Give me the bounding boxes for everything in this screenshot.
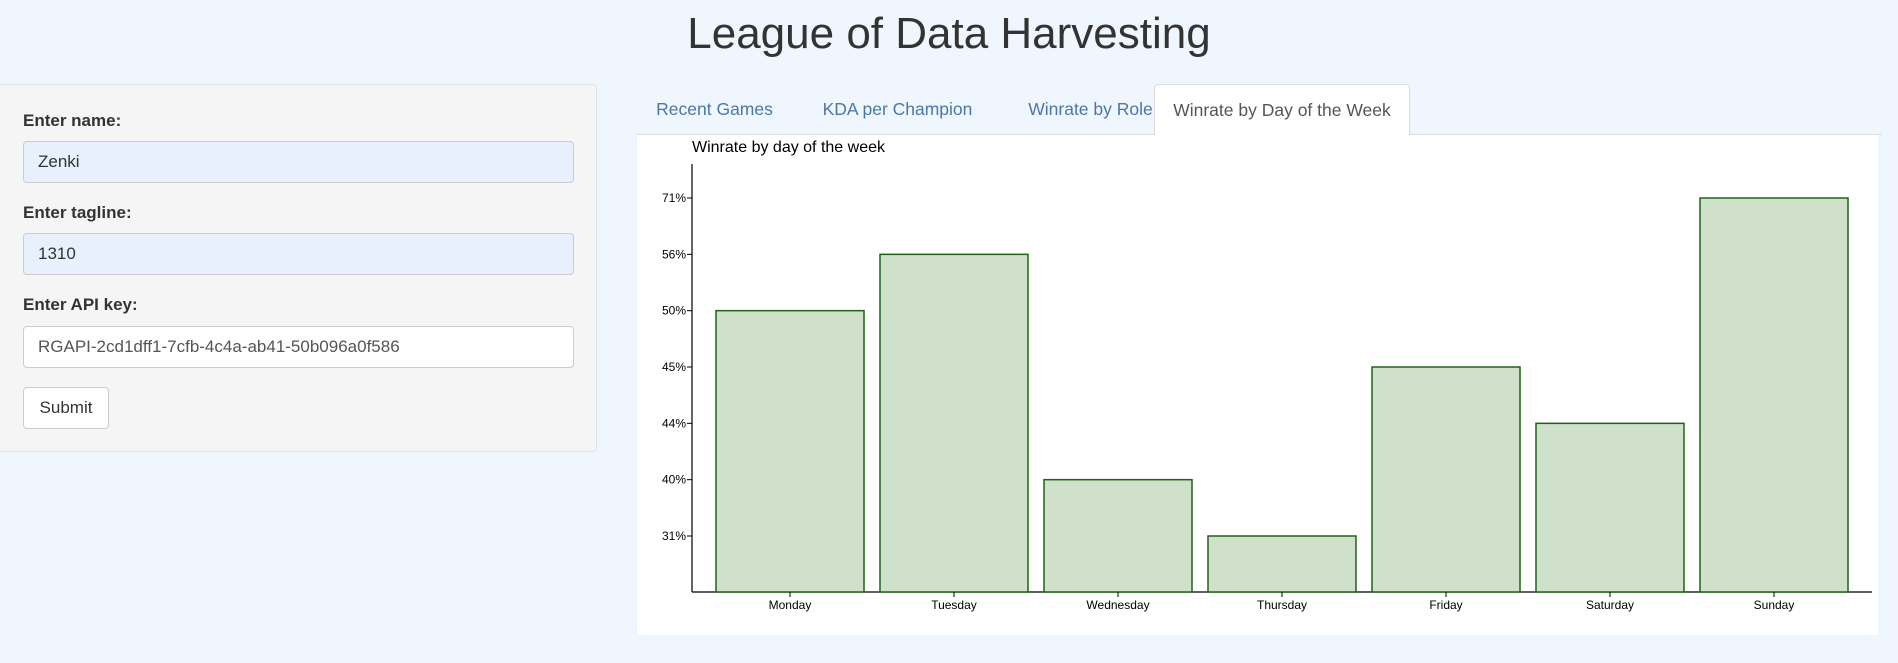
x-tick-label: Thursday (1257, 598, 1307, 612)
x-tick-label: Wednesday (1086, 598, 1149, 612)
x-tick-label: Friday (1429, 598, 1462, 612)
bar-friday (1371, 366, 1521, 593)
chart-panel: Winrate by day of the week 31% 40% 44% 45% 5… (637, 135, 1878, 635)
tab-winrate-by-day[interactable]: Winrate by Day of the Week (1154, 84, 1410, 136)
api-key-label: Enter API key: (23, 295, 138, 314)
y-tick-label: 31% (662, 529, 686, 543)
bar-monday (715, 309, 865, 593)
y-tick-label: 50% (662, 304, 686, 318)
bar-thursday (1207, 535, 1357, 593)
chart-title: Winrate by day of the week (692, 139, 885, 156)
bar-sunday (1699, 197, 1849, 593)
x-tick-label: Tuesday (931, 598, 977, 612)
input-panel: Enter name: Enter tagline: Enter API key… (0, 84, 597, 452)
x-tick-label: Saturday (1586, 598, 1634, 612)
y-tick-label: 44% (662, 416, 686, 430)
tab-recent-games[interactable]: Recent Games (656, 99, 773, 119)
bar-saturday (1535, 422, 1685, 593)
name-input[interactable] (23, 141, 574, 183)
app-title: League of Data Harvesting (687, 9, 1211, 58)
y-tick-label: 45% (662, 360, 686, 374)
winrate-bar-chart: 31% 40% 44% 45% 50% 56% 71% Monday Tuesday Wednes… (662, 164, 1872, 612)
y-tick-label: 56% (662, 247, 686, 261)
api-key-input[interactable] (23, 326, 574, 368)
tab-winrate-by-role[interactable]: Winrate by Role (1028, 99, 1153, 119)
bar-tuesday (879, 253, 1029, 593)
tab-bar: Recent Games KDA per Champion Winrate by… (637, 84, 1882, 136)
y-tick-label: 71% (662, 191, 686, 205)
name-label: Enter name: (23, 111, 122, 130)
y-tick-label: 40% (662, 473, 686, 487)
tagline-label: Enter tagline: (23, 203, 132, 222)
submit-button[interactable]: Submit (23, 387, 109, 429)
x-tick-label: Monday (769, 598, 812, 612)
bar-wednesday (1043, 478, 1193, 593)
tab-kda-per-champion[interactable]: KDA per Champion (822, 99, 973, 119)
x-tick-label: Sunday (1754, 598, 1795, 612)
tagline-input[interactable] (23, 233, 574, 275)
